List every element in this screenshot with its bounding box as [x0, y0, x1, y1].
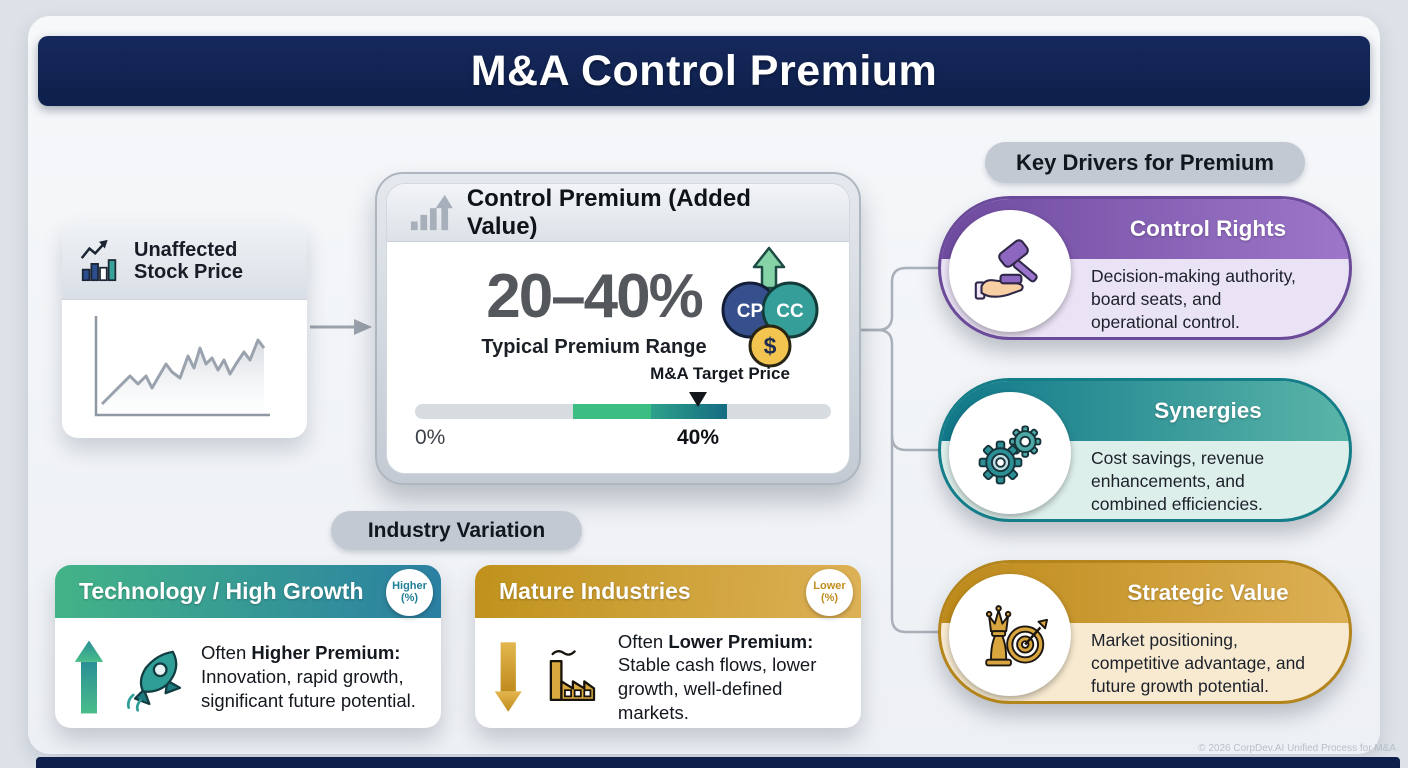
driver-card-strategic-value: Strategic Value Market positioning, comp…	[938, 560, 1352, 704]
control-premium-header: Control Premium (Added Value)	[387, 184, 849, 242]
industry-card-title: Technology / High Growth	[79, 578, 364, 604]
scale-segment-green	[573, 404, 651, 419]
driver-description: Decision-making authority, board seats, …	[1091, 266, 1296, 333]
page-title: M&A Control Premium	[470, 46, 938, 95]
premium-scale-bar	[415, 404, 831, 419]
premium-range-caption: Typical Premium Range	[481, 336, 707, 358]
unaffected-stock-title: Unaffected Stock Price	[134, 238, 243, 283]
up-arrow-icon	[74, 640, 104, 714]
scale-segment-teal	[651, 404, 727, 419]
driver-title: Control Rights	[1129, 216, 1287, 241]
scale-marker-label: 40%	[676, 426, 720, 449]
target-marker-triangle	[689, 392, 707, 407]
industry-card-technology: Technology / High Growth Higher (%)	[55, 565, 441, 728]
scale-start-label: 0%	[415, 426, 446, 449]
industry-description: Innovation, rapid growth, significant fu…	[201, 666, 416, 711]
industry-variation-heading: Industry Variation	[331, 511, 582, 550]
control-premium-card: Control Premium (Added Value) 20–40% Typ…	[375, 172, 861, 485]
driver-description: Market positioning, competitive advantag…	[1091, 630, 1306, 697]
factory-icon	[550, 650, 596, 702]
stock-chart-icon	[80, 239, 117, 281]
control-premium-title: Control Premium (Added Value)	[466, 184, 751, 240]
driver-card-synergies: Synergies Cost savings, revenue enhancem…	[938, 378, 1352, 522]
unaffected-stock-header: Unaffected Stock Price	[62, 222, 307, 300]
industry-card-title: Mature Industries	[499, 578, 691, 604]
cp-cc-coins-icon: CP CC $	[721, 246, 819, 368]
driver-description: Cost savings, revenue enhancements, and …	[1091, 448, 1265, 515]
chess-target-icon	[985, 605, 1048, 667]
footer-accent-bar	[36, 757, 1400, 768]
coin-cp-label: CP	[737, 301, 764, 322]
industry-card-mature: Mature Industries Lower (%)	[475, 565, 861, 728]
down-arrow-icon	[494, 642, 522, 712]
driver-title: Strategic Value	[1127, 580, 1289, 605]
arrow-right-connector	[310, 319, 372, 335]
copyright-text: © 2026 CorpDev.AI Unified Process for M&…	[1198, 743, 1396, 754]
title-banner: M&A Control Premium	[38, 36, 1370, 106]
industry-lead-line: Often Higher Premium:	[201, 642, 401, 664]
stock-line-chart	[94, 316, 270, 417]
target-price-label: M&A Target Price	[650, 364, 790, 383]
industry-lead-line: Often Lower Premium:	[617, 630, 814, 652]
driver-card-control-rights: Control Rights Decision-making authority…	[938, 196, 1352, 340]
bar-growth-icon	[410, 194, 453, 230]
industry-description: Stable cash flows, lower growth, well-de…	[617, 654, 817, 723]
higher-percent-badge: Higher (%)	[386, 569, 433, 616]
coin-dollar-label: $	[764, 333, 777, 359]
premium-range-value: 20–40%	[486, 262, 704, 331]
coin-cc-label: CC	[776, 301, 804, 322]
key-drivers-heading: Key Drivers for Premium	[985, 142, 1305, 183]
unaffected-stock-card: Unaffected Stock Price	[62, 222, 307, 438]
gavel-hand-icon	[974, 239, 1038, 300]
lower-percent-badge: Lower (%)	[806, 569, 853, 616]
rocket-icon	[126, 650, 182, 712]
driver-title: Synergies	[1154, 398, 1262, 423]
gears-icon	[978, 425, 1042, 485]
